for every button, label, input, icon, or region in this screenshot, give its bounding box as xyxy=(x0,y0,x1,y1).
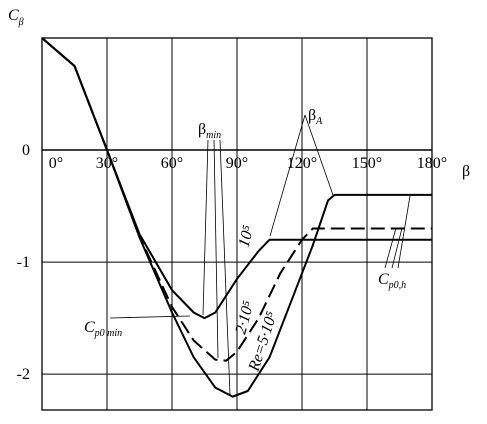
y-tick-label: 0 xyxy=(22,142,30,159)
y-tick-label: -2 xyxy=(17,366,30,383)
y-axis-label: Cβ xyxy=(8,7,24,28)
x-axis-label: β xyxy=(462,163,470,180)
series-label: 10⁵ xyxy=(235,223,257,249)
y-label-sub: β xyxy=(18,17,24,28)
x-tick-label: 120° xyxy=(287,155,317,172)
x-tick-label: 60° xyxy=(161,155,183,172)
x-tick-label: 150° xyxy=(352,155,382,172)
y-tick-label: -1 xyxy=(17,254,30,271)
leaders xyxy=(109,114,411,396)
annotation: βmin xyxy=(198,121,221,141)
x-tick-label: 90° xyxy=(226,155,248,172)
annotation: Cp0 min xyxy=(84,319,122,339)
annotation: βA xyxy=(308,107,323,127)
y-label-main: C xyxy=(8,7,19,24)
x-tick-label: 0° xyxy=(49,155,63,172)
series-label: 2·10⁵ xyxy=(232,299,257,336)
x-tick-label: 180° xyxy=(417,155,447,172)
annotation: Cp0,h xyxy=(378,271,406,291)
series-line xyxy=(41,37,432,398)
